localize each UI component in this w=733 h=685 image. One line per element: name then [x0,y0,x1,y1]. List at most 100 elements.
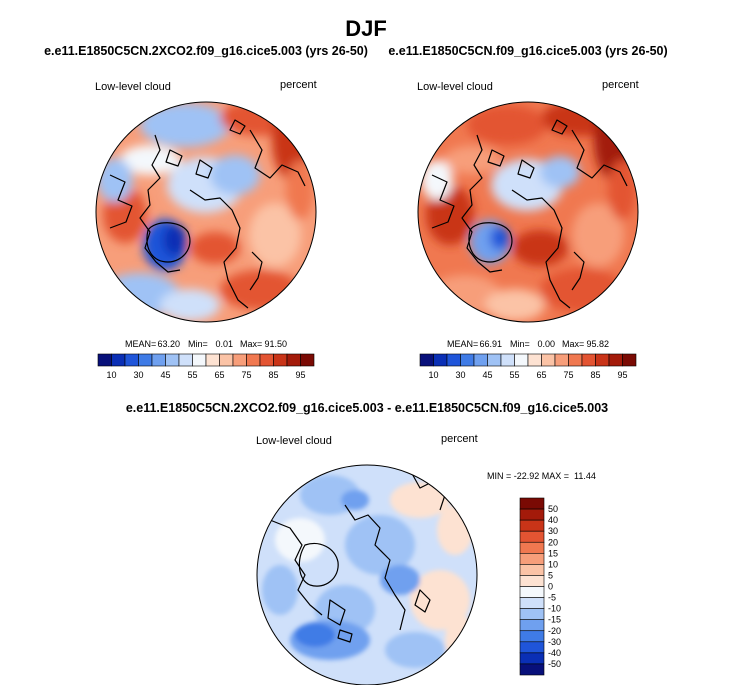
colorbar-tick-label: 50 [548,504,558,514]
colorbar-tick-label: -50 [548,659,561,669]
polar-map [96,102,316,322]
colorbar-tick-label: 40 [548,515,558,525]
colorbar-tick-label: -20 [548,626,561,636]
variable-label: Low-level cloud [95,81,171,93]
colorbar-tick-label: 10 [428,370,438,380]
colorbar-tick-label: -40 [548,648,561,658]
variable-label: Low-level cloud [256,435,332,447]
panel-difference: e.e11.E1850C5CN.2XCO2.f09_g16.cice5.003 … [126,401,608,685]
colorbar-box [473,353,488,367]
colorbar-box [541,353,556,367]
mean-value: 63.20 [157,339,180,349]
colorbar-tick-label: 65 [214,370,224,380]
colorbar-box [124,353,139,367]
colorbar-box [433,353,448,367]
min-max-label: MIN = -22.92 MAX = 11.44 [487,471,596,481]
colorbar-tick-label: 85 [590,370,600,380]
colorbar-box [192,353,207,367]
colorbar-box [527,353,542,367]
max-value: 95.82 [586,339,609,349]
mean-label: MEAN= [125,339,156,349]
panel-title: e.e11.E1850C5CN.2XCO2.f09_g16.cice5.003 … [126,401,608,415]
min-label: Min= [188,339,208,349]
colorbar-tick-label: -30 [548,637,561,647]
colorbar-box [519,663,545,676]
colorbar-box [554,353,569,367]
mean-label: MEAN= [447,339,478,349]
colorbar-box [519,541,545,554]
colorbar-box [519,530,545,543]
colorbar-tick-label: 95 [295,370,305,380]
colorbar-tick-label: 10 [548,559,558,569]
units-label: percent [602,79,639,91]
colorbar-tick-label: 65 [536,370,546,380]
colorbar-box [519,564,545,576]
colorbar-box [519,508,545,521]
colorbar-tick-label: 0 [548,582,553,592]
colorbar-tick-label: -5 [548,593,556,603]
colorbar-box [205,353,220,367]
colorbar-box [519,553,545,565]
panel-title: e.e11.E1850C5CN.f09_g16.cice5.003 (yrs 2… [388,44,667,58]
panel-title: e.e11.E1850C5CN.2XCO2.f09_g16.cice5.003 … [44,44,368,58]
colorbar-box [178,353,193,367]
colorbar-box [608,353,623,367]
colorbar-tick-label: 30 [548,526,558,536]
colorbar-box [622,353,637,367]
colorbar-box [460,353,475,367]
colorbar-box [286,353,301,367]
colorbar-box [259,353,274,367]
colorbar-box [519,497,545,510]
min-label: Min= [510,339,530,349]
max-value: 91.50 [264,339,287,349]
colorbar-box [519,619,545,632]
colorbar-box [519,575,545,587]
panel-2xco2: e.e11.E1850C5CN.2XCO2.f09_g16.cice5.003 … [44,44,368,380]
max-label: Max= [562,339,584,349]
colorbar-box [519,597,545,609]
colorbar-box [519,630,545,643]
max-label: Max= [240,339,262,349]
colorbar-tick-label: 30 [455,370,465,380]
map-boundary [95,101,317,323]
stats-line: MEAN= 63.20 Min= 0.01 Max= 91.50 [125,339,287,349]
colorbar-box [519,608,545,620]
colorbar-tick-label: -15 [548,615,561,625]
colorbar-box [514,353,529,367]
colorbar-tick-label: 15 [548,548,558,558]
colorbar-box [246,353,261,367]
colorbar-tick-label: 55 [187,370,197,380]
colorbar-box [219,353,234,367]
map-boundary [256,464,478,685]
panel-control: e.e11.E1850C5CN.f09_g16.cice5.003 (yrs 2… [388,44,667,380]
colorbar-box [97,353,112,367]
min-value: 0.01 [215,339,233,349]
colorbar-box [581,353,596,367]
colorbar-box [165,353,180,367]
colorbar-box [519,586,545,598]
colorbar-tick-label: 20 [548,537,558,547]
figure-title: DJF [345,16,387,41]
colorbar-tick-label: 75 [563,370,573,380]
colorbar-tick-label: 45 [160,370,170,380]
colorbar-box [232,353,247,367]
colorbar-box [519,519,545,532]
colorbar-box [519,641,545,654]
min-value: 0.00 [537,339,555,349]
colorbar-box [500,353,515,367]
colorbar-box [273,353,288,367]
colorbar-tick-label: 95 [617,370,627,380]
colorbar: 10 30 45 55 65 75 85 95 [97,353,315,380]
colorbar-tick-label: 75 [241,370,251,380]
units-label: percent [280,79,317,91]
colorbar-box [487,353,502,367]
colorbar-tick-label: 45 [482,370,492,380]
units-label: percent [441,433,478,445]
mean-value: 66.91 [479,339,502,349]
colorbar-box [151,353,166,367]
colorbar-box [138,353,153,367]
colorbar-tick-label: 5 [548,570,553,580]
colorbar-box [419,353,434,367]
